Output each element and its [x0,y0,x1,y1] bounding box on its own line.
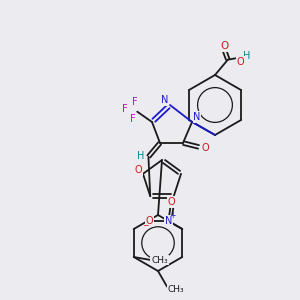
Text: F: F [130,114,136,124]
Text: CH₃: CH₃ [168,285,184,294]
Text: O: O [134,165,142,175]
Text: O: O [201,143,209,153]
Text: −: − [142,221,148,230]
Text: +: + [169,212,176,220]
Text: CH₃: CH₃ [151,256,168,265]
Text: O: O [146,216,153,226]
Text: N: N [165,216,172,226]
Text: H: H [137,151,144,161]
Text: N: N [193,112,201,122]
Text: O: O [168,197,175,207]
Text: H: H [243,51,250,61]
Text: N: N [161,95,169,105]
Text: O: O [220,41,229,51]
Text: O: O [237,57,244,67]
Text: F: F [122,104,128,114]
Text: F: F [132,97,138,107]
